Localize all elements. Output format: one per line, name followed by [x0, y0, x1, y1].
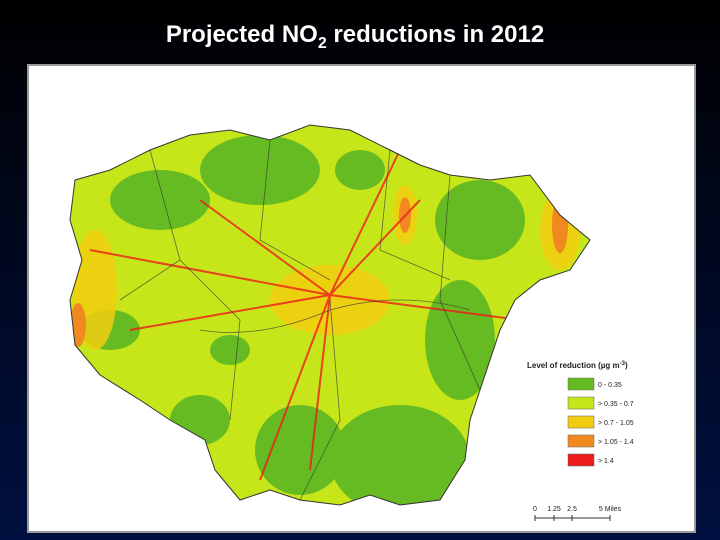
legend-swatch	[567, 415, 595, 429]
legend-swatch	[567, 434, 595, 448]
scale-label: 1.25	[547, 506, 561, 513]
scale-bar: 0 1.25 2.5 5 Miles	[533, 506, 622, 521]
legend-title: Level of reduction (µg m-3)	[527, 361, 628, 370]
title-text: reductions in 2012	[327, 21, 544, 48]
london-outline	[69, 124, 591, 506]
legend-swatch	[567, 396, 595, 410]
legend-title-text: Level of reduction (µg m	[527, 361, 620, 370]
legend-label: > 0.7 - 1.05	[598, 420, 634, 427]
title-subscript: 2	[318, 35, 327, 52]
legend-label: 0 - 0.35	[598, 382, 622, 389]
scale-label: 2.5	[567, 506, 577, 513]
scale-label: 5 Miles	[599, 506, 622, 513]
legend-label: > 1.4	[598, 458, 614, 465]
slide-title: Projected NO2 reductions in 2012	[166, 21, 544, 52]
legend-swatch	[567, 453, 595, 467]
legend-title-sup: -3	[620, 361, 626, 367]
legend-label: > 0.35 - 0.7	[598, 401, 634, 408]
legend-swatch	[567, 377, 595, 391]
legend-label: > 1.05 - 1.4	[598, 439, 634, 446]
scale-label: 0	[533, 506, 537, 513]
legend-title-text: )	[625, 361, 628, 370]
title-text: Projected NO	[166, 21, 318, 48]
legend: 0 - 0.35 > 0.35 - 0.7 > 0.7 - 1.05 > 1.05 -…	[567, 377, 634, 467]
